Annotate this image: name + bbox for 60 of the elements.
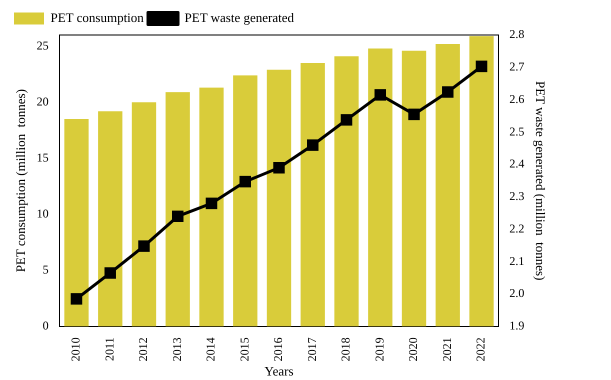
y-tick-label: 15 [36, 150, 49, 164]
bar [469, 36, 494, 326]
point [138, 240, 150, 252]
point [273, 162, 285, 174]
x-tick-label: 2019 [372, 337, 386, 362]
y2-axis-title: PET waste generated (million tonnes) [532, 80, 548, 280]
point [408, 108, 420, 120]
y-tick-label: 0 [42, 318, 49, 333]
bar [233, 75, 258, 326]
x-tick-label: 2015 [237, 337, 252, 362]
bar [64, 119, 89, 326]
x-tick-label: 2016 [271, 337, 286, 362]
y2-tick-label: 2.4 [509, 156, 524, 171]
x-tick-label: 2021 [440, 337, 454, 362]
point [104, 267, 116, 279]
x-tick-label: 2020 [406, 337, 420, 362]
bar [199, 88, 224, 326]
bar [132, 102, 156, 326]
bar [402, 50, 426, 326]
legend-label: PET waste generated [184, 10, 295, 25]
legend-label: PET consumption [50, 10, 144, 25]
point [240, 176, 251, 188]
x-tick-label: 2011 [102, 337, 116, 361]
point [70, 293, 82, 305]
x-tick-label: 2017 [304, 337, 319, 362]
y2-tick-label: 2.6 [509, 92, 524, 106]
x-tick-label: 2018 [338, 337, 353, 362]
y2-tick-label: 2.7 [509, 60, 524, 74]
bar [166, 92, 190, 326]
y2-tick-label: 2.1 [509, 254, 524, 268]
bar [98, 111, 122, 326]
point [476, 60, 488, 72]
bar [436, 44, 460, 326]
x-tick-label: 2022 [474, 337, 488, 362]
bar [266, 70, 292, 326]
point [340, 114, 352, 126]
y2-tick-label: 2.5 [509, 124, 524, 138]
point [307, 139, 318, 151]
x-tick-label: 2013 [170, 337, 184, 362]
y-tick-label: 20 [36, 94, 49, 108]
point [374, 89, 386, 101]
y-axis-title: PET consumption (million tonnes) [13, 89, 28, 272]
y2-tick-label: 1.9 [509, 318, 524, 333]
bar [334, 56, 359, 326]
y2-tick-label: 2.3 [509, 189, 524, 204]
point [206, 198, 218, 210]
y-tick-label: 5 [42, 262, 49, 277]
x-tick-label: 2014 [204, 337, 218, 362]
y-tick-label: 10 [36, 206, 49, 220]
point [172, 210, 184, 222]
x-tick-label: 2010 [68, 337, 83, 362]
x-tick-label: 2012 [136, 337, 150, 362]
y-tick-label: 25 [36, 38, 49, 52]
bar [368, 48, 392, 326]
bar [300, 63, 325, 326]
y2-tick-label: 2.8 [509, 27, 524, 42]
point [442, 86, 454, 98]
x-axis-title: Years [264, 364, 294, 379]
y2-tick-label: 2.0 [509, 286, 524, 300]
y2-tick-label: 2.2 [509, 221, 524, 236]
